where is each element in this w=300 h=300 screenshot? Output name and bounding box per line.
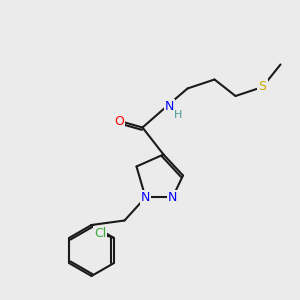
Text: O: O [114,115,124,128]
Text: N: N [165,100,174,113]
Text: N: N [141,191,150,204]
Text: N: N [168,191,177,204]
Text: S: S [259,80,266,94]
Text: Cl: Cl [94,227,106,240]
Text: H: H [174,110,182,120]
